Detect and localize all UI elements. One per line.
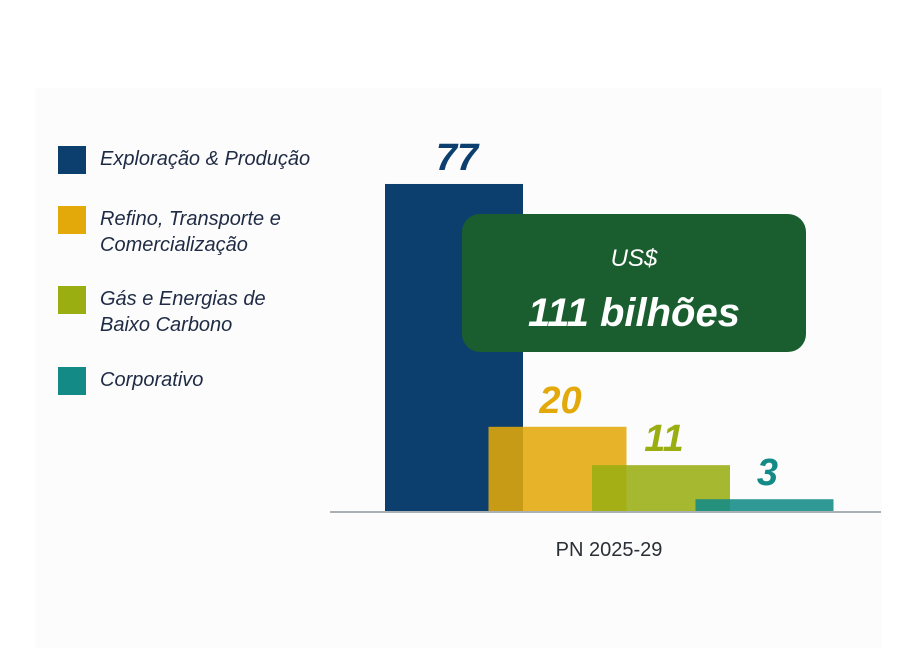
legend-item: Gás e Energias de Baixo Carbono: [58, 286, 285, 338]
total-currency: US$: [611, 245, 658, 272]
legend-item: Corporativo: [58, 367, 203, 395]
legend-item: Exploração & Produção: [58, 146, 310, 174]
legend-item: Refino, Transporte e Comercialização: [58, 206, 320, 258]
legend-label: Exploração & Produção: [100, 148, 311, 170]
value-label: 3: [757, 452, 778, 494]
value-label: 20: [538, 380, 581, 422]
value-label: 11: [644, 418, 683, 460]
legend-swatch: [58, 286, 86, 314]
legend-swatch: [58, 206, 86, 234]
value-label: 77: [436, 137, 480, 179]
bar: [695, 499, 834, 512]
total-box: [462, 214, 806, 352]
legend-swatch: [58, 146, 86, 174]
legend-label: Gás e Energias de Baixo Carbono: [100, 288, 266, 336]
legend-label: Refino, Transporte e Comercialização: [100, 208, 281, 256]
x-tick-label: PN 2025-29: [556, 539, 663, 561]
total-value: 111 bilhões: [528, 291, 740, 335]
legend-label: Corporativo: [100, 369, 204, 391]
legend-swatch: [58, 367, 86, 395]
